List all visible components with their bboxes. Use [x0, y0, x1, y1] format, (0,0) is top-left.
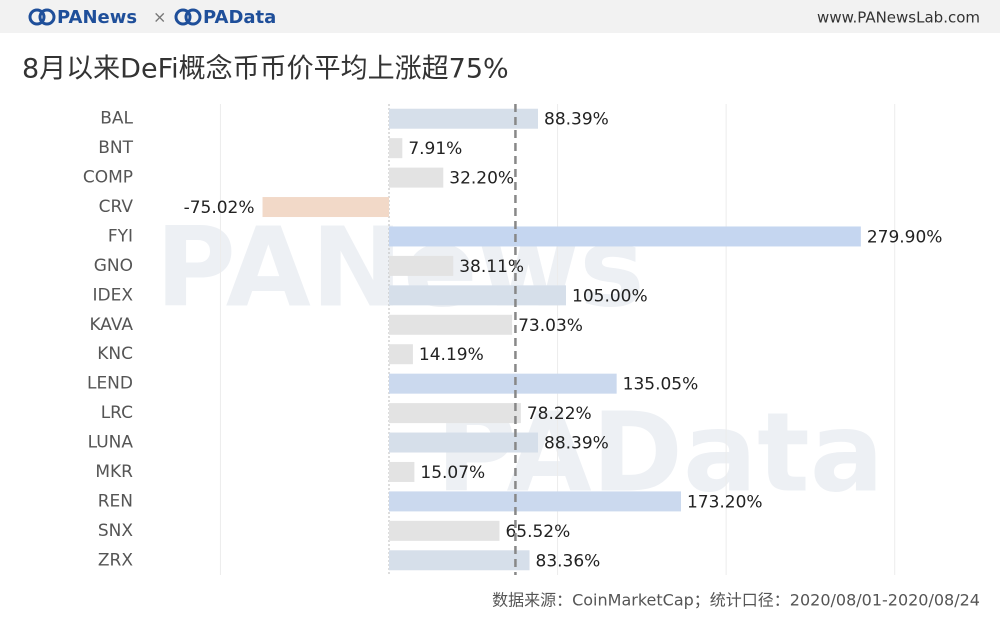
data-label: 173.20%: [687, 492, 763, 512]
y-tick-label: MKR: [95, 462, 133, 482]
logo-icon: [38, 8, 56, 26]
y-tick-label: BAL: [100, 109, 133, 129]
data-label: 88.39%: [544, 434, 609, 454]
data-label: 15.07%: [420, 463, 485, 483]
data-label: 88.39%: [544, 110, 609, 130]
y-tick-label: LRC: [101, 403, 133, 423]
bar: [389, 314, 513, 335]
bar: [389, 550, 530, 571]
chart-title: 8月以来DeFi概念币币价平均上涨超75%: [22, 54, 509, 85]
bar: [389, 108, 539, 129]
y-tick-label: BNT: [98, 138, 133, 158]
bar: [389, 138, 403, 159]
data-label: 279.90%: [867, 227, 943, 247]
data-label: -75.02%: [184, 198, 255, 218]
y-tick-label: LEND: [87, 374, 133, 394]
y-tick-label: KAVA: [89, 315, 133, 335]
y-tick-label: COMP: [83, 168, 133, 188]
data-label: 38.11%: [459, 257, 524, 277]
data-label: 73.03%: [518, 316, 583, 336]
bar: [389, 432, 539, 453]
y-tick-label: KNC: [97, 344, 133, 364]
y-tick-label: CRV: [99, 197, 134, 217]
bar: [389, 255, 454, 276]
bar: [389, 226, 861, 247]
brand-separator: ×: [153, 8, 166, 27]
bar: [389, 520, 500, 541]
logo-icon: [28, 8, 46, 26]
website: www.PANewsLab.com: [817, 9, 980, 27]
data-label: 83.36%: [536, 551, 601, 571]
data-label: 7.91%: [408, 139, 462, 159]
bar: [262, 197, 389, 218]
source-note: 数据来源：CoinMarketCap；统计口径：2020/08/01-2020/…: [492, 591, 980, 610]
bar: [389, 167, 444, 188]
data-label: 135.05%: [623, 375, 699, 395]
bar: [389, 285, 566, 306]
y-tick-label: GNO: [94, 256, 133, 276]
data-label: 14.19%: [419, 345, 484, 365]
y-tick-label: REN: [98, 491, 133, 511]
header-band: [0, 0, 1000, 33]
data-label: 78.22%: [527, 404, 592, 424]
logo-icon: [184, 8, 202, 26]
bar: [389, 373, 617, 394]
logo-icon: [174, 8, 192, 26]
bar: [389, 461, 415, 482]
data-label: 65.52%: [505, 522, 570, 542]
bar: [389, 403, 521, 424]
plot: BAL 88.39% BNT 7.91% COMP 32.20% CRV -75.02% FYI…: [83, 104, 943, 575]
y-tick-label: LUNA: [88, 433, 134, 453]
data-label: 105.00%: [572, 286, 648, 306]
y-tick-label: IDEX: [93, 285, 134, 305]
y-tick-label: FYI: [108, 226, 133, 246]
bar: [389, 344, 413, 365]
data-label: 32.20%: [449, 169, 514, 189]
logo: PANews × PAData: [28, 7, 276, 28]
y-tick-label: ZRX: [98, 550, 133, 570]
y-tick-label: SNX: [98, 521, 134, 541]
brand-name: PANews: [57, 7, 137, 28]
brand-name: PAData: [203, 7, 276, 28]
bar: [389, 491, 681, 512]
